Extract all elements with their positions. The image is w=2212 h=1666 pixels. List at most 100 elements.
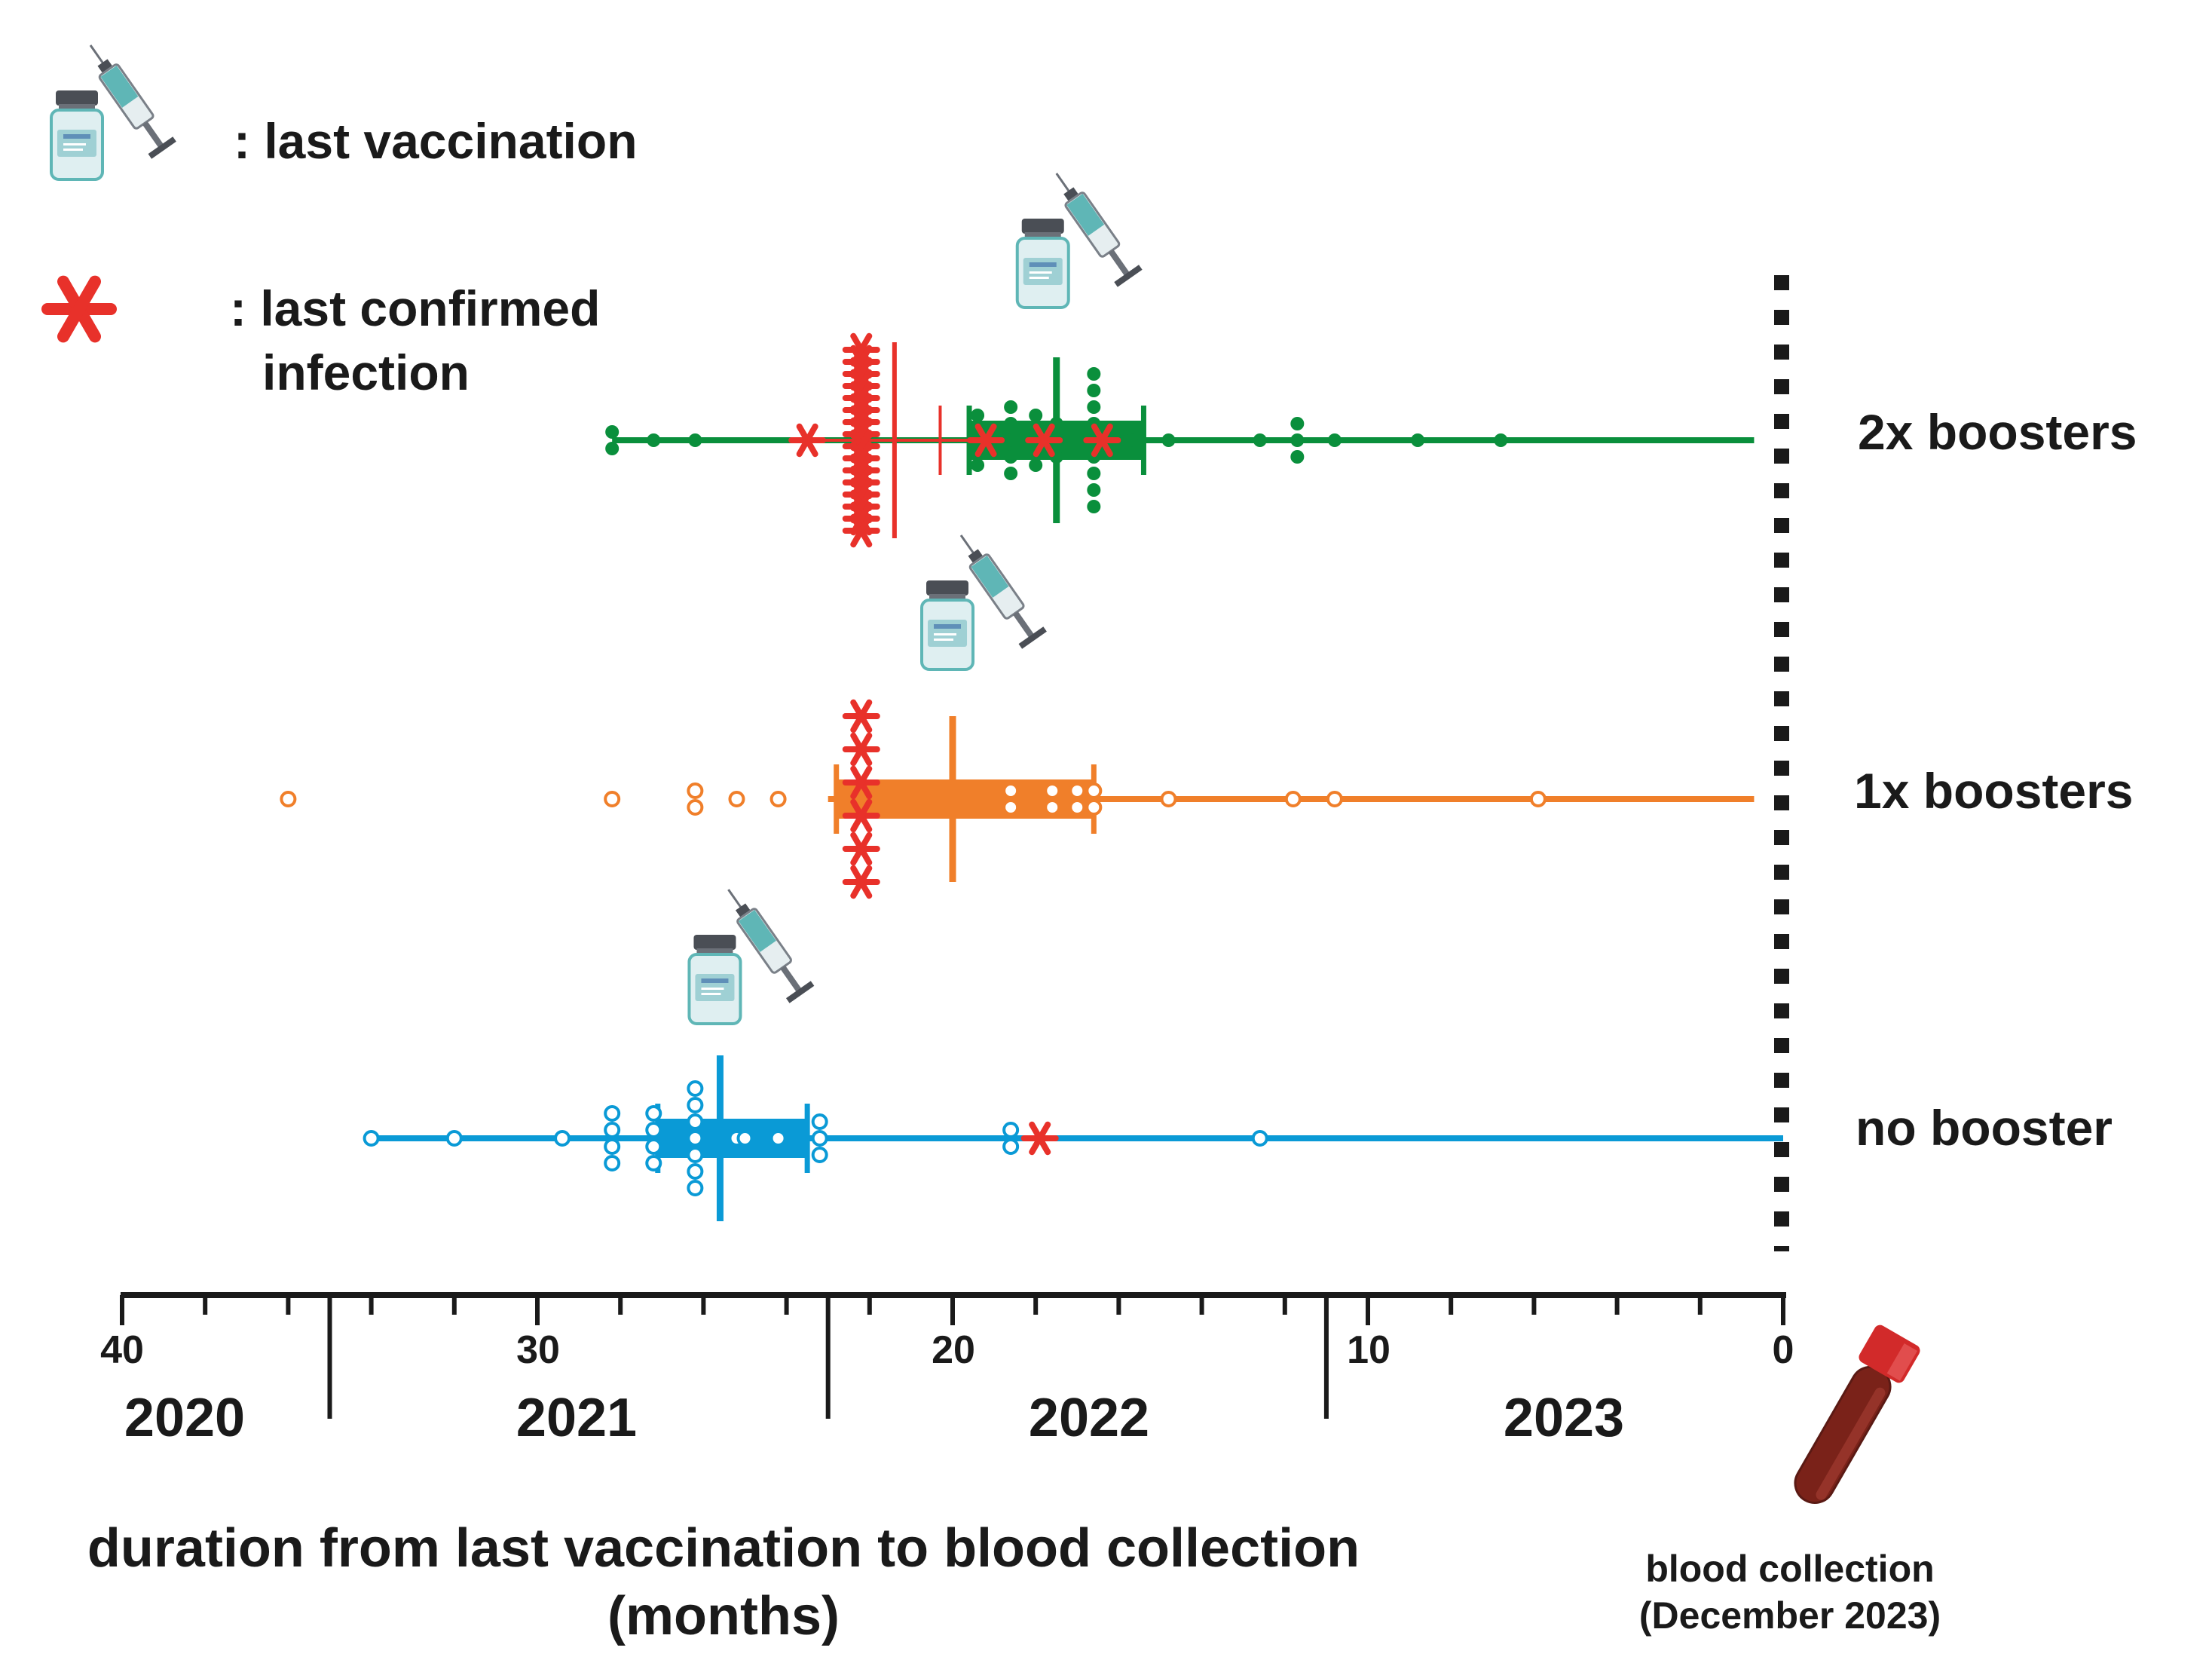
data-point-2x <box>1161 433 1176 447</box>
data-point-none <box>1251 1130 1268 1147</box>
data-point-2x <box>1087 384 1101 397</box>
data-point-1x <box>1044 782 1061 799</box>
data-point-1x <box>1085 782 1103 799</box>
data-point-2x <box>1004 450 1018 464</box>
data-point-1x <box>687 782 704 799</box>
x-axis-label-line2: (months) <box>607 1586 840 1646</box>
data-point-none <box>645 1105 662 1122</box>
data-point-1x <box>1085 799 1103 816</box>
vaccination-legend-icon <box>50 35 178 181</box>
year-2020: 2020 <box>124 1388 245 1448</box>
blood-tube-icon <box>1794 1325 1920 1504</box>
data-point-none <box>1002 1122 1020 1138</box>
series-label-none: no booster <box>1856 1100 2113 1156</box>
data-point-none <box>687 1130 704 1147</box>
infection-asterisk-1x <box>846 703 877 730</box>
data-point-none <box>736 1130 754 1147</box>
tick-label-20: 20 <box>932 1328 975 1372</box>
data-point-1x <box>1002 782 1020 799</box>
data-point-none <box>687 1180 704 1196</box>
data-point-none <box>687 1163 704 1180</box>
tick-label-40: 40 <box>100 1328 144 1372</box>
tick-label-0: 0 <box>1773 1328 1794 1372</box>
data-point-none <box>769 1130 787 1147</box>
legend-infection-label-line1: : last confirmed <box>230 280 600 336</box>
data-point-2x <box>1087 483 1101 497</box>
data-point-2x <box>1494 433 1508 447</box>
data-point-2x <box>1004 467 1018 480</box>
data-point-1x <box>1160 791 1177 807</box>
year-2022: 2022 <box>1029 1388 1149 1448</box>
data-point-1x <box>1326 791 1343 807</box>
data-point-2x <box>1124 433 1138 447</box>
legend-vaccination-label: : last vaccination <box>234 113 638 169</box>
data-point-none <box>811 1113 828 1130</box>
data-point-1x <box>1044 799 1061 816</box>
infection-asterisk-2x <box>791 427 823 454</box>
data-point-2x <box>1087 467 1101 480</box>
data-point-1x <box>280 791 297 807</box>
data-point-2x <box>1290 417 1305 430</box>
tick-label-10: 10 <box>1347 1328 1391 1372</box>
data-point-2x <box>688 433 702 447</box>
blood-collection-label-line1: blood collection <box>1645 1548 1934 1590</box>
data-point-none <box>445 1130 463 1147</box>
data-point-none <box>554 1130 571 1147</box>
data-point-none <box>604 1105 621 1122</box>
data-point-2x <box>1029 409 1043 422</box>
data-point-2x <box>1087 367 1101 381</box>
data-point-2x <box>971 458 985 472</box>
infection-asterisk-1x <box>846 736 877 763</box>
data-point-2x <box>1327 433 1342 447</box>
infection-asterisk-none <box>1024 1125 1056 1152</box>
vaccination-icon-1x <box>920 525 1048 671</box>
data-point-1x <box>1002 799 1020 816</box>
data-point-2x <box>1029 458 1043 472</box>
data-point-2x <box>1004 433 1018 447</box>
data-point-none <box>604 1122 621 1138</box>
data-point-none <box>645 1155 662 1171</box>
data-point-2x <box>647 433 661 447</box>
data-point-2x <box>1253 433 1267 447</box>
data-point-1x <box>1069 799 1086 816</box>
infection-asterisk-1x <box>846 868 877 896</box>
data-point-2x <box>1004 417 1018 430</box>
data-point-1x <box>1284 791 1302 807</box>
series-label-2x: 2x boosters <box>1858 404 2137 460</box>
x-axis <box>120 1292 1786 1419</box>
data-point-none <box>645 1138 662 1155</box>
data-point-none <box>811 1147 828 1163</box>
legend: : last vaccination : last confirmed infe… <box>47 35 638 400</box>
blood-collection-label-line2: (December 2023) <box>1639 1594 1941 1637</box>
data-point-2x <box>605 425 620 439</box>
infection-legend-icon <box>47 282 111 337</box>
data-point-2x <box>1411 433 1425 447</box>
data-point-none <box>645 1122 662 1138</box>
data-point-2x <box>605 442 620 455</box>
data-point-1x <box>1069 782 1086 799</box>
series-label-1x: 1x boosters <box>1854 763 2133 819</box>
data-point-2x <box>1290 450 1305 464</box>
tick-label-30: 30 <box>516 1328 560 1372</box>
data-point-none <box>687 1080 704 1097</box>
data-point-none <box>687 1113 704 1130</box>
data-point-1x <box>728 791 745 807</box>
data-point-none <box>363 1130 380 1147</box>
data-point-none <box>811 1130 828 1147</box>
data-point-2x <box>971 409 985 422</box>
data-point-none <box>687 1097 704 1113</box>
year-2023: 2023 <box>1504 1388 1624 1448</box>
data-point-1x <box>687 799 704 816</box>
data-point-2x <box>1087 500 1101 513</box>
vaccination-icon-2x <box>1015 163 1144 309</box>
data-point-2x <box>1004 400 1018 414</box>
infection-asterisk-1x <box>846 835 877 862</box>
data-point-1x <box>1529 791 1547 807</box>
data-point-1x <box>604 791 621 807</box>
data-point-1x <box>769 791 787 807</box>
legend-infection-label-line2: infection <box>262 345 470 400</box>
data-point-2x <box>1290 433 1305 447</box>
data-point-none <box>604 1155 621 1171</box>
x-axis-label-line1: duration from last vaccination to blood … <box>87 1518 1360 1579</box>
